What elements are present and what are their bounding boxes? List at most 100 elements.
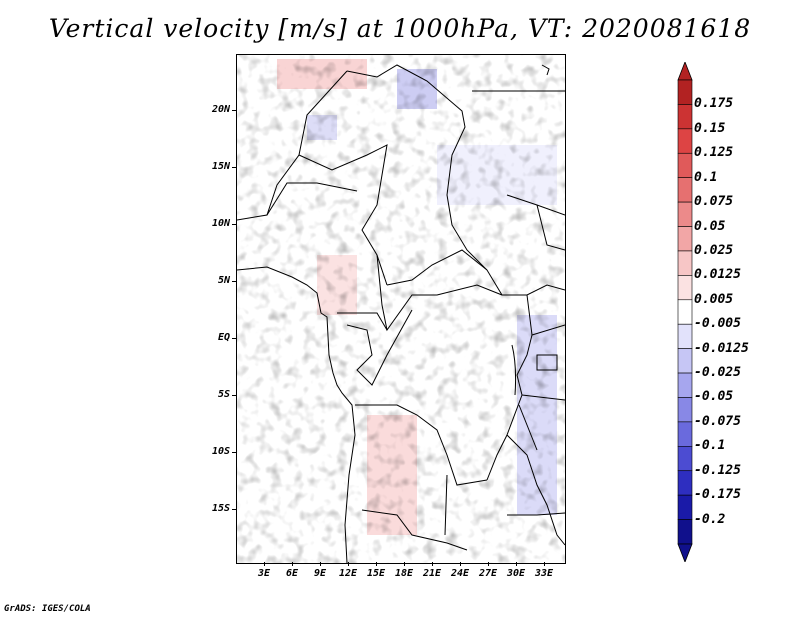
lat-label-5s: 5S <box>217 389 230 400</box>
lon-label-3e: 3E <box>257 568 271 579</box>
y-tick <box>232 338 236 339</box>
colorbar-box <box>677 275 693 301</box>
map-plot-area <box>236 54 566 564</box>
colorbar-box <box>677 519 693 545</box>
colorbar-tick-label: -0.175 <box>694 487 741 503</box>
colorbar-box <box>677 201 693 227</box>
colorbar-tick-label: 0.075 <box>694 194 734 210</box>
colorbar-box <box>677 446 693 472</box>
colorbar-tick-label: -0.125 <box>694 462 741 478</box>
lat-label-15s: 15S <box>211 503 230 514</box>
colorbar-box <box>677 177 693 203</box>
colorbar-box <box>677 470 693 496</box>
speckle-noise <box>237 55 565 563</box>
border-line <box>237 70 348 221</box>
y-tick <box>232 395 236 396</box>
lat-label-10n: 10N <box>211 218 230 229</box>
colorbar-box <box>677 128 693 154</box>
colorbar-box <box>677 323 693 349</box>
colorbar-tick-label: -0.1 <box>694 438 726 454</box>
coastline <box>541 64 550 76</box>
lon-label-9e: 9E <box>313 568 327 579</box>
x-tick <box>376 562 377 566</box>
colorbar-box <box>677 421 693 447</box>
colorbar-box <box>677 226 693 252</box>
x-tick <box>292 562 293 566</box>
colorbar-tick-label: 0.05 <box>694 218 726 234</box>
colorbar-tick-label: -0.025 <box>694 365 741 381</box>
grads-credit: GrADS: IGES/COLA <box>4 604 91 614</box>
y-tick <box>232 509 236 510</box>
lon-label-21e: 21E <box>422 568 442 579</box>
colorbar-tick-label: 0.15 <box>694 120 726 136</box>
border-line <box>521 394 565 401</box>
colorbar-top-arrow <box>677 62 693 81</box>
y-tick <box>232 110 236 111</box>
x-tick <box>432 562 433 566</box>
colorbar-tick-label: -0.075 <box>694 413 741 429</box>
y-tick <box>232 452 236 453</box>
colorbar-tick-label: 0.125 <box>694 145 734 161</box>
lon-label-6e: 6E <box>285 568 299 579</box>
colorbar-box <box>677 299 693 325</box>
colorbar-box <box>677 494 693 520</box>
x-tick <box>348 562 349 566</box>
border-line <box>506 434 565 546</box>
lat-label-15n: 15N <box>211 161 230 172</box>
border-line <box>355 404 488 486</box>
lon-label-24e: 24E <box>450 568 470 579</box>
border-line <box>337 312 388 331</box>
x-tick <box>544 562 545 566</box>
x-tick <box>264 562 265 566</box>
colorbar-box <box>677 397 693 423</box>
map-svg <box>237 55 565 563</box>
lake-outline <box>511 344 517 396</box>
colorbar-tick-label: 0.0125 <box>694 267 741 283</box>
colorbar-tick-label: 0.175 <box>694 96 734 112</box>
lake-outline <box>536 354 558 371</box>
border-line <box>346 64 565 296</box>
colorbar-tick-label: -0.05 <box>694 389 734 405</box>
colorbar-box <box>677 79 693 105</box>
lon-label-18e: 18E <box>394 568 414 579</box>
colorbar-box <box>677 104 693 130</box>
colorbar <box>677 62 693 562</box>
border-line <box>386 249 488 286</box>
lat-label-5n: 5N <box>217 275 230 286</box>
x-tick <box>488 562 489 566</box>
colorbar-box <box>677 348 693 374</box>
colorbar-tick-label: 0.025 <box>694 242 734 258</box>
border-line <box>346 309 413 386</box>
colorbar-tick-label: -0.2 <box>694 511 726 527</box>
y-tick <box>232 224 236 225</box>
colorbar-bottom-arrow <box>677 543 693 562</box>
colorbar-tick-label: 0.005 <box>694 291 734 307</box>
x-tick <box>404 562 405 566</box>
colorbar-tick-label: -0.0125 <box>694 340 749 356</box>
border-line <box>298 144 388 286</box>
colorbar-box <box>677 372 693 398</box>
lat-label-20n: 20N <box>211 104 230 115</box>
x-tick <box>516 562 517 566</box>
lat-label-eq: EQ <box>217 332 230 343</box>
lake-outline <box>518 404 538 451</box>
colorbar-box <box>677 152 693 178</box>
border-line <box>376 254 503 332</box>
lat-label-10s: 10S <box>211 446 230 457</box>
x-tick <box>320 562 321 566</box>
chart-title: Vertical velocity [m/s] at 1000hPa, VT: … <box>48 14 752 43</box>
lon-label-15e: 15E <box>366 568 386 579</box>
border-line <box>531 324 565 336</box>
border-line <box>486 294 533 481</box>
colorbar-box <box>677 250 693 276</box>
colorbar-tick-label: -0.005 <box>694 316 741 332</box>
lon-label-30e: 30E <box>506 568 526 579</box>
border-line <box>507 512 565 516</box>
border-line <box>361 509 468 551</box>
x-tick <box>460 562 461 566</box>
lon-label-33e: 33E <box>534 568 554 579</box>
border-line <box>266 182 358 216</box>
colorbar-boxes <box>677 62 693 562</box>
y-tick <box>232 167 236 168</box>
country-borders <box>237 64 565 563</box>
